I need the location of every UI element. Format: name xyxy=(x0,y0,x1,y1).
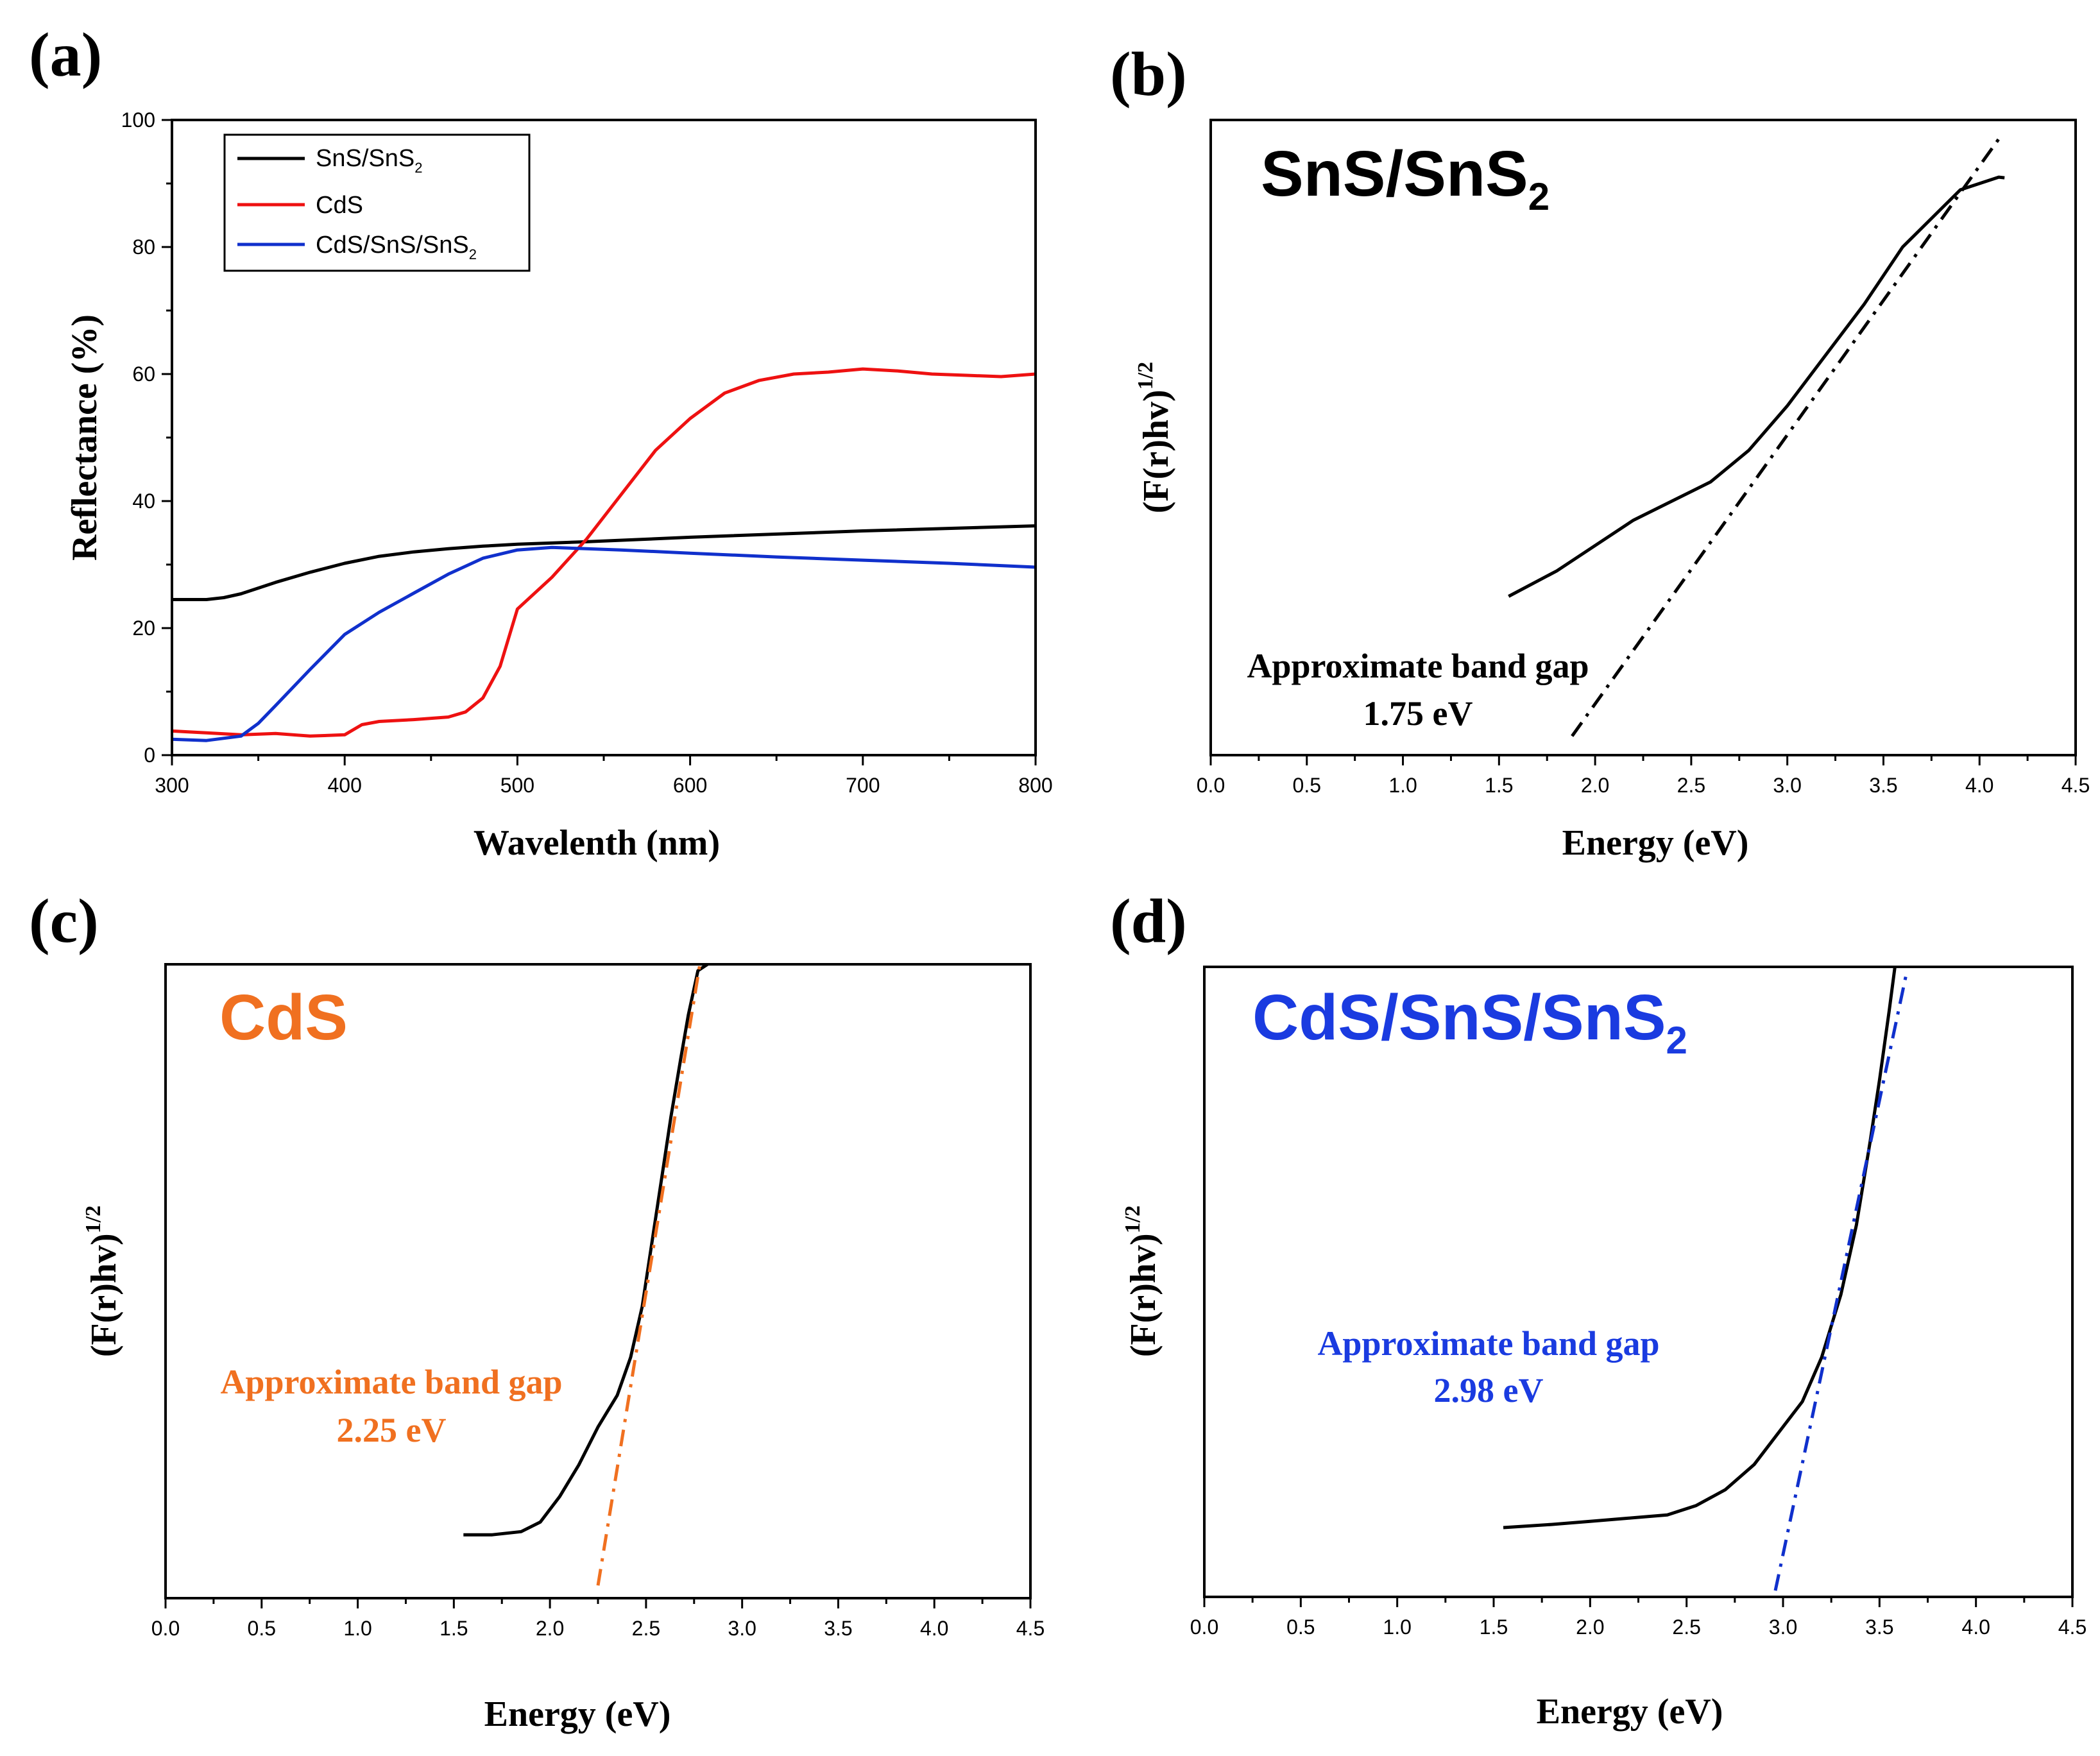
x-tick-label-a-3: 600 xyxy=(673,774,707,797)
x-tick-label-d-6: 3.0 xyxy=(1769,1615,1797,1639)
panel-label-c: (c) xyxy=(29,887,99,956)
y-tick-label-a-2: 40 xyxy=(132,490,155,513)
x-tick-label-c-5: 2.5 xyxy=(632,1617,660,1640)
panel-b-series-group xyxy=(1508,138,2005,737)
x-tick-label-c-6: 3.0 xyxy=(728,1617,756,1640)
panel-c-annotation-line2: 2.25 eV xyxy=(337,1411,447,1449)
x-tick-label-d-1: 0.5 xyxy=(1286,1615,1315,1639)
series-line-c-0 xyxy=(463,962,709,1537)
panel-b-y-axis-label: (F(r)hv)1/2 xyxy=(1134,362,1176,513)
panel-c-y-axis-label: (F(r)hv)1/2 xyxy=(81,1206,124,1357)
panel-d-x-axis-label: Energy (eV) xyxy=(1537,1692,1723,1732)
panel-a-x-axis-label: Wavelenth (nm) xyxy=(474,823,720,863)
x-tick-label-d-3: 1.5 xyxy=(1480,1615,1508,1639)
x-tick-label-c-2: 1.0 xyxy=(343,1617,371,1640)
panel-a-legend: SnS/SnS2 CdS CdS/SnS/SnS2 xyxy=(223,133,531,272)
panel-c-tauc-chart: (c) 0.0 0.5 1.0 1.5 2.0 2.5 3.0 3.5 4.0 4.5 CdS A… xyxy=(29,887,1045,1734)
panel-c-plot-frame xyxy=(164,963,1032,1599)
x-tick-label-c-4: 2.0 xyxy=(536,1617,564,1640)
x-tick-label-a-4: 700 xyxy=(846,774,880,797)
legend-label-cds-sns-sns2: CdS/SnS/SnS2 xyxy=(316,232,477,262)
panel-b-annotation-line1: Approximate band gap xyxy=(1247,647,1589,685)
x-tick-label-c-7: 3.5 xyxy=(824,1617,852,1640)
x-tick-label-b-0: 0.0 xyxy=(1197,774,1225,797)
panel-d-annotation-line1: Approximate band gap xyxy=(1317,1324,1659,1363)
panel-c-title: CdS xyxy=(219,982,348,1053)
panel-c-ticks-group: 0.0 0.5 1.0 1.5 2.0 2.5 3.0 3.5 4.0 4.5 xyxy=(151,1598,1045,1640)
series-line-d-0 xyxy=(1503,966,1897,1530)
panel-c-series-group xyxy=(463,962,709,1586)
x-tick-label-a-2: 500 xyxy=(500,774,534,797)
x-tick-label-a-0: 300 xyxy=(155,774,189,797)
x-tick-label-c-8: 4.0 xyxy=(920,1617,948,1640)
x-tick-label-a-5: 800 xyxy=(1018,774,1052,797)
x-tick-label-b-9: 4.5 xyxy=(2062,774,2090,797)
x-tick-label-b-8: 4.0 xyxy=(1965,774,1993,797)
series-line-b-0 xyxy=(1508,175,2005,598)
x-tick-label-b-6: 3.0 xyxy=(1773,774,1801,797)
panel-a-ticks-group: 300 400 500 600 700 800 0 20 40 60 80 100 xyxy=(121,108,1053,797)
x-tick-label-c-0: 0.0 xyxy=(151,1617,180,1640)
legend-label-cds: CdS xyxy=(316,192,363,219)
panel-c-annotation-line1: Approximate band gap xyxy=(220,1363,562,1401)
panel-d-tauc-chart: (d) 0.0 0.5 1.0 1.5 2.0 2.5 3.0 3.5 4.0 4.5 CdS/S… xyxy=(1110,887,2087,1732)
x-tick-label-b-7: 3.5 xyxy=(1869,774,1897,797)
x-tick-label-a-1: 400 xyxy=(328,774,362,797)
tangent-line-b-1 xyxy=(1571,138,2001,737)
x-tick-label-d-9: 4.5 xyxy=(2058,1615,2087,1639)
series-line-a-1 xyxy=(171,367,1036,738)
panel-a-y-axis-label: Reflectance (%) xyxy=(65,314,105,561)
panel-c-x-axis-label: Energy (eV) xyxy=(484,1694,671,1734)
panel-b-x-axis-label: Energy (eV) xyxy=(1562,823,1749,863)
x-tick-label-c-1: 0.5 xyxy=(248,1617,276,1640)
x-tick-label-d-5: 2.5 xyxy=(1672,1615,1700,1639)
panel-a-series-group xyxy=(171,367,1036,742)
panel-b-title: SnS/SnS2 xyxy=(1261,138,1549,218)
panel-label-a: (a) xyxy=(29,21,102,90)
panel-b-annotation-line2: 1.75 eV xyxy=(1363,694,1473,733)
panel-d-series-group xyxy=(1503,966,1908,1591)
x-tick-label-b-1: 0.5 xyxy=(1293,774,1321,797)
legend-label-sns-sns2: SnS/SnS2 xyxy=(316,145,422,176)
tangent-line-d-1 xyxy=(1773,973,1908,1591)
x-tick-label-b-2: 1.0 xyxy=(1388,774,1417,797)
x-tick-label-c-3: 1.5 xyxy=(440,1617,468,1640)
panel-label-b: (b) xyxy=(1110,40,1187,109)
y-tick-label-a-1: 20 xyxy=(132,617,155,640)
y-tick-label-a-3: 60 xyxy=(132,362,155,386)
tangent-line-c-1 xyxy=(596,964,702,1586)
panel-d-title: CdS/SnS/SnS2 xyxy=(1252,982,1687,1062)
panel-label-d: (d) xyxy=(1110,887,1187,956)
panel-a-reflectance-chart: (a) 300 400 500 600 700 800 0 20 40 60 80 100 SnS/S… xyxy=(29,21,1053,863)
panel-d-y-axis-label: (F(r)hv)1/2 xyxy=(1121,1206,1163,1357)
y-tick-label-a-0: 0 xyxy=(144,744,155,767)
x-tick-label-c-9: 4.5 xyxy=(1016,1617,1045,1640)
panel-d-ticks-group: 0.0 0.5 1.0 1.5 2.0 2.5 3.0 3.5 4.0 4.5 xyxy=(1190,1597,2087,1639)
x-tick-label-b-3: 1.5 xyxy=(1485,774,1513,797)
series-line-a-2 xyxy=(171,545,1036,742)
x-tick-label-d-4: 2.0 xyxy=(1576,1615,1604,1639)
x-tick-label-d-2: 1.0 xyxy=(1383,1615,1411,1639)
x-tick-label-d-7: 3.5 xyxy=(1865,1615,1893,1639)
x-tick-label-b-5: 2.5 xyxy=(1677,774,1705,797)
panel-b-tauc-chart: (b) 0.0 0.5 1.0 1.5 2.0 2.5 3.0 3.5 4.0 4.5 SnS/S… xyxy=(1110,40,2090,863)
y-tick-label-a-5: 100 xyxy=(121,108,155,132)
series-line-a-0 xyxy=(172,524,1036,601)
y-tick-label-a-4: 80 xyxy=(132,235,155,259)
panel-d-plot-frame xyxy=(1203,966,2074,1598)
x-tick-label-d-0: 0.0 xyxy=(1190,1615,1218,1639)
x-tick-label-d-8: 4.0 xyxy=(1961,1615,1990,1639)
x-tick-label-b-4: 2.0 xyxy=(1581,774,1609,797)
panel-b-ticks-group: 0.0 0.5 1.0 1.5 2.0 2.5 3.0 3.5 4.0 4.5 xyxy=(1197,755,2090,797)
panel-d-annotation-line2: 2.98 eV xyxy=(1434,1371,1544,1410)
